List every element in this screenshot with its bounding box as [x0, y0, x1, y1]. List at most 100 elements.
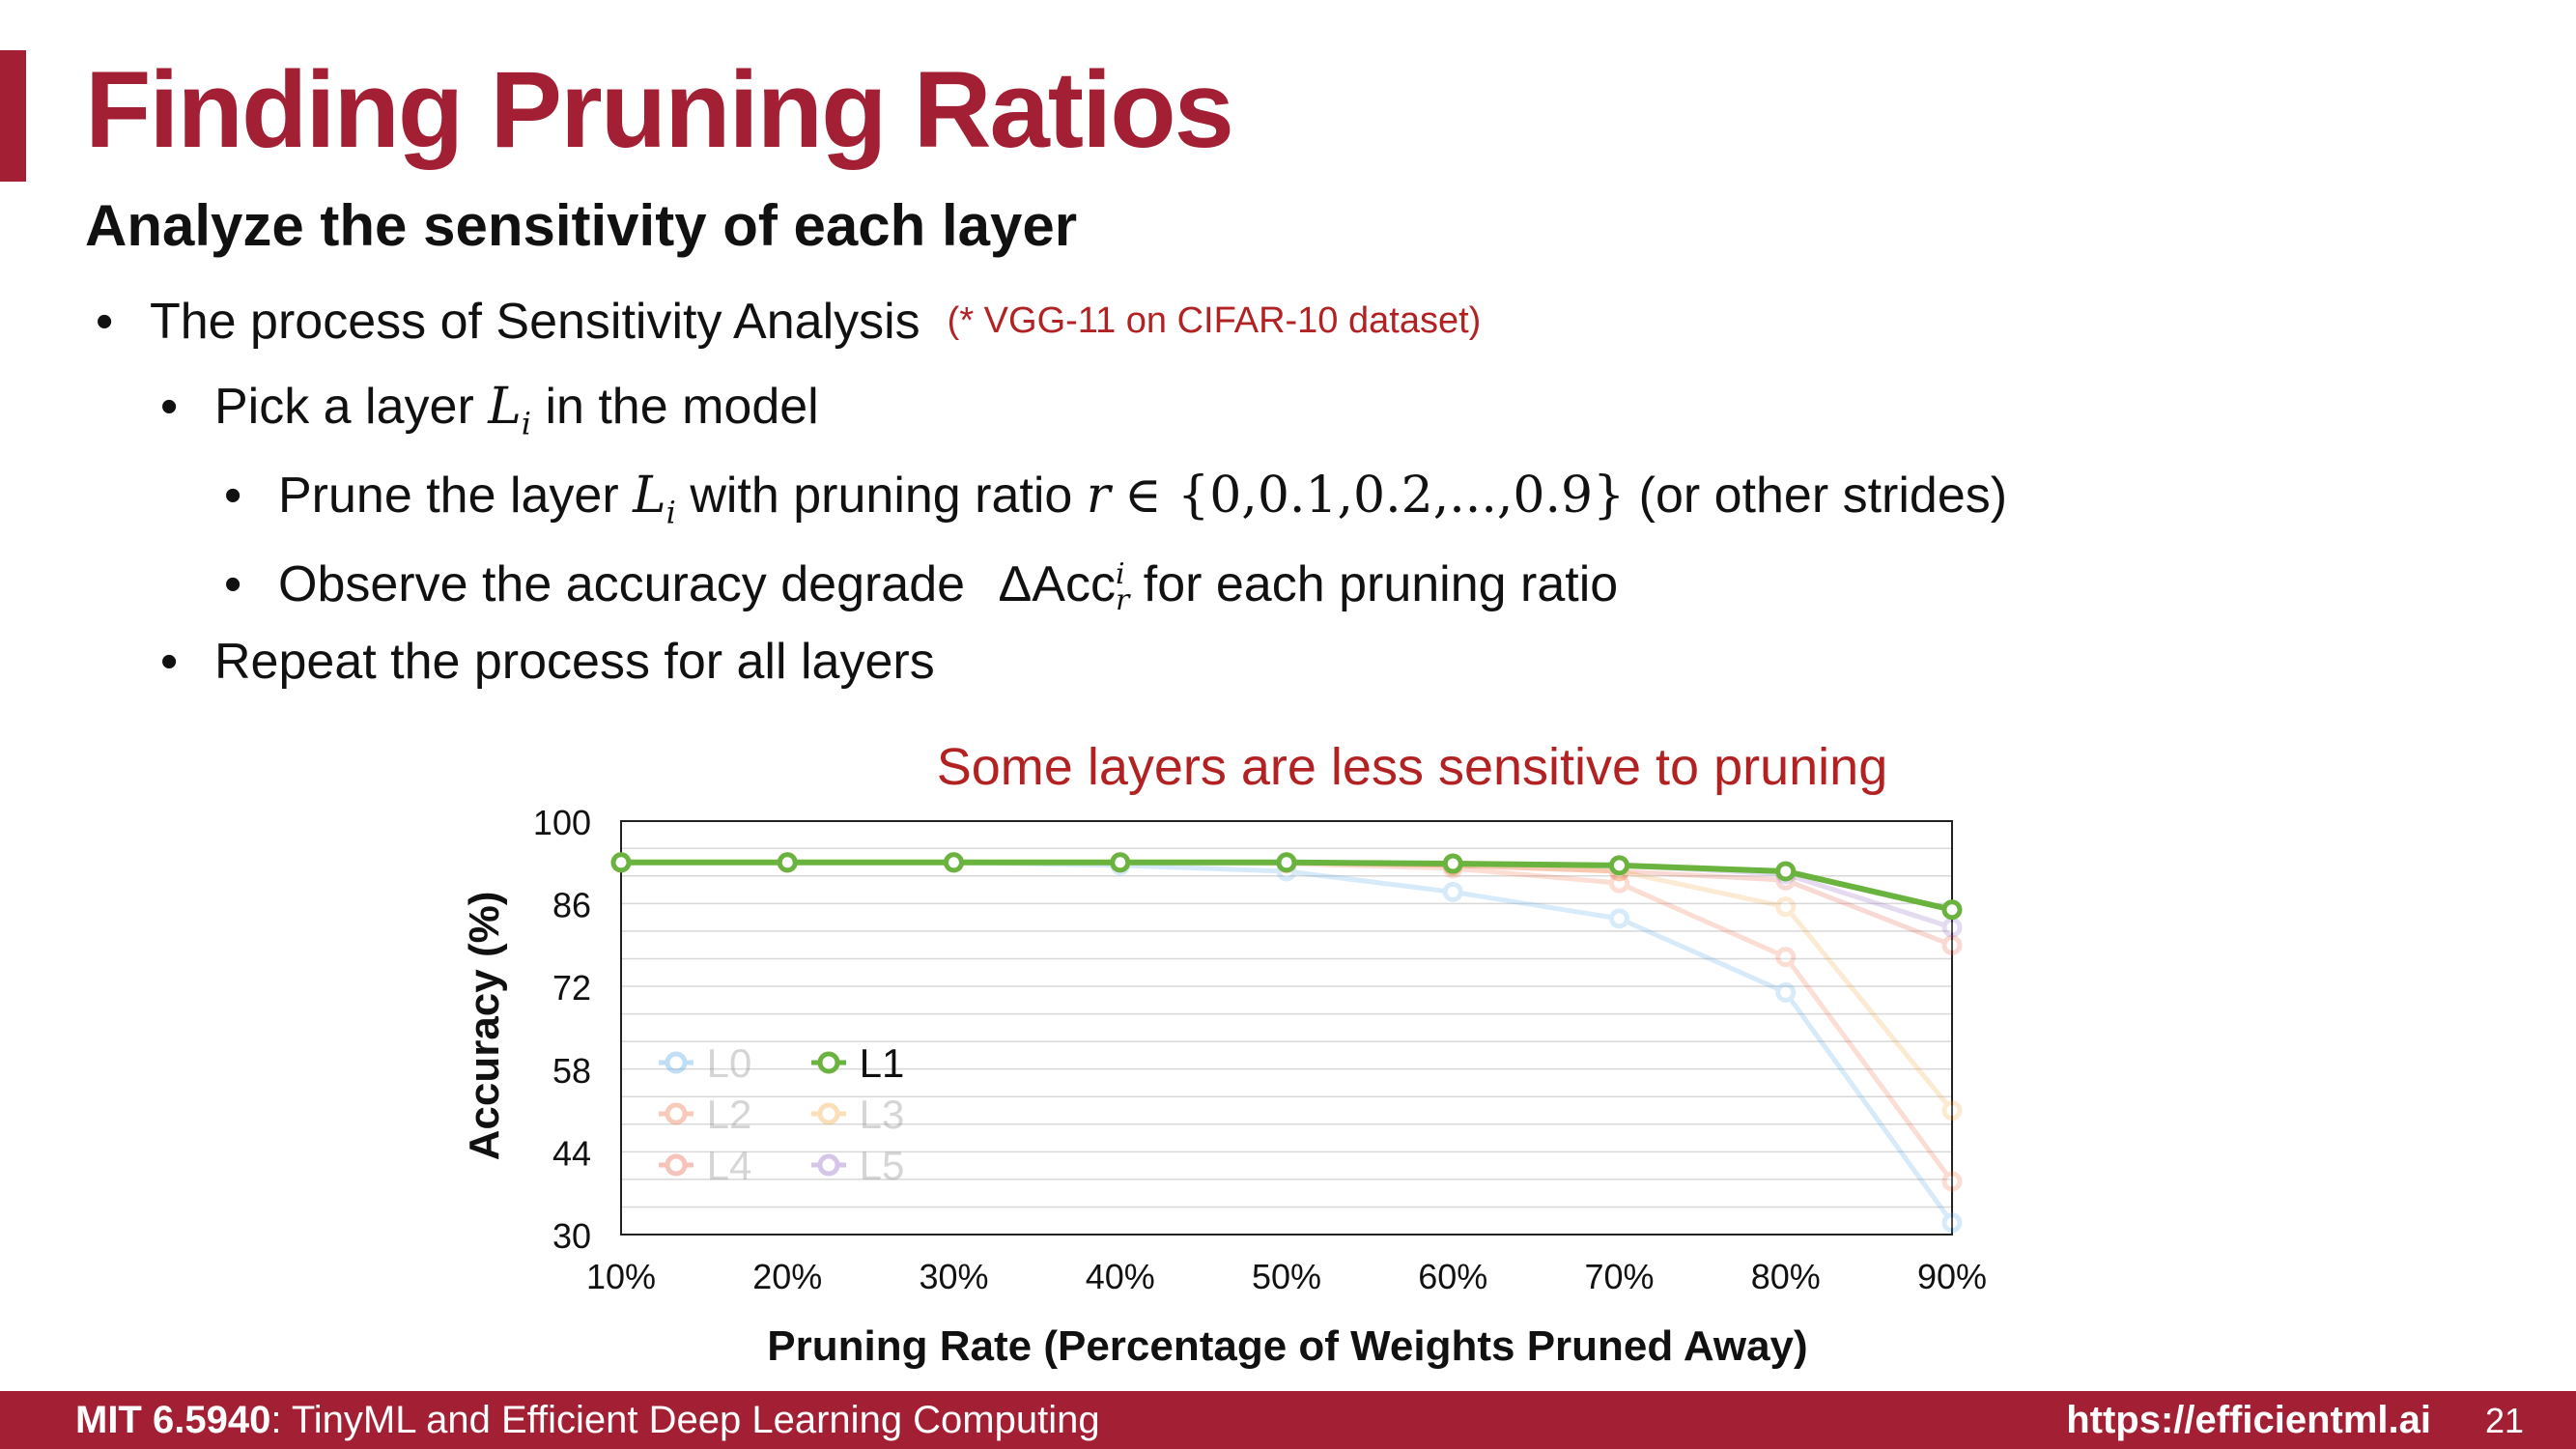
- y-tick-label: 44: [552, 1133, 591, 1173]
- layer-variable: L: [633, 467, 666, 525]
- legend-label: L4: [707, 1143, 752, 1188]
- series-l0: [610, 852, 1963, 1234]
- series-l2: [610, 852, 1963, 1192]
- course-code: MIT 6.5940: [75, 1399, 271, 1441]
- title-accent-bar: [0, 50, 26, 182]
- legend-entry-l4: L4: [659, 1143, 751, 1188]
- bullet-text: The process of Sensitivity Analysis: [150, 294, 920, 350]
- course-name: : TinyML and Efficient Deep Learning Com…: [270, 1399, 1100, 1441]
- bullet-text: with pruning ratio: [690, 468, 1073, 524]
- bullet-glyph: •: [224, 556, 242, 612]
- legend-label: L1: [860, 1040, 905, 1086]
- x-tick-label: 90%: [1917, 1257, 1987, 1296]
- data-point-l1: [610, 852, 632, 873]
- bullet-text: in the model: [545, 379, 819, 435]
- chart-gridlines: [621, 847, 1952, 1208]
- series-l1: [610, 852, 1963, 921]
- layer-variable: L: [488, 378, 522, 436]
- legend-label: L2: [707, 1092, 752, 1137]
- bullet-glyph: •: [224, 468, 242, 524]
- y-tick-label: 30: [552, 1216, 591, 1256]
- x-tick-label: 40%: [1086, 1257, 1155, 1296]
- slide-title: Finding Pruning Ratios: [85, 49, 1234, 170]
- bullet-prune-layer: • Prune the layer Li with pruning ratio …: [224, 466, 2008, 531]
- series-line-l2: [621, 860, 1955, 1183]
- bullet-text: for each pruning ratio: [1143, 556, 1619, 612]
- footer-bar: MIT 6.5940: TinyML and Efficient Deep Le…: [0, 1391, 2576, 1449]
- legend-entry-l0: L0: [659, 1040, 751, 1086]
- data-point-l0: [1775, 981, 1797, 1003]
- chart-area: Some layers are less sensitive to prunin…: [461, 738, 1987, 1370]
- legend-marker: [817, 1102, 840, 1125]
- x-tick-label: 20%: [752, 1257, 822, 1296]
- delta-acc-sup: i: [1115, 557, 1125, 592]
- footer-url-link[interactable]: https://efficientml.ai: [2066, 1399, 2431, 1441]
- footer-course: MIT 6.5940: TinyML and Efficient Deep Le…: [75, 1399, 1100, 1442]
- legend-label: L3: [860, 1092, 905, 1137]
- data-point-l1: [1941, 899, 1963, 921]
- y-tick-label: 72: [552, 968, 591, 1008]
- x-tick-label: 50%: [1252, 1257, 1321, 1296]
- chart-series: [610, 852, 1963, 1234]
- x-axis-label: Pruning Rate (Percentage of Weights Prun…: [767, 1322, 1807, 1370]
- x-tick-label: 80%: [1751, 1257, 1821, 1296]
- y-tick-label: 58: [552, 1051, 591, 1091]
- sensitivity-chart: Some layers are less sensitive to prunin…: [461, 738, 1987, 1370]
- data-point-l3: [1775, 896, 1797, 918]
- bullet-observe-degrade: • Observe the accuracy degrade ΔAcci r fo…: [224, 554, 1619, 615]
- x-tick-label: 70%: [1584, 1257, 1654, 1296]
- x-tick-label: 60%: [1418, 1257, 1487, 1296]
- bullet-pick-layer: • Pick a layer Li in the model: [160, 377, 819, 442]
- data-point-l1: [1276, 852, 1297, 873]
- legend-marker: [817, 1051, 840, 1074]
- y-tick-labels: 30 44 58 72 86 100: [533, 803, 591, 1256]
- bullet-text: (or other strides): [1638, 468, 2008, 524]
- data-point-l1: [944, 852, 964, 873]
- data-point-l2: [1941, 1171, 1963, 1192]
- data-point-l1: [1775, 861, 1797, 882]
- data-point-l0: [1941, 1212, 1963, 1234]
- plot-frame: [620, 820, 1953, 1236]
- ratio-variable: r: [1086, 467, 1111, 525]
- legend-entry-l3: L3: [811, 1092, 904, 1137]
- data-point-l1: [1609, 855, 1629, 876]
- bullet-text: Prune the layer: [278, 468, 619, 524]
- legend-label: L5: [860, 1143, 905, 1188]
- data-point-l3: [1941, 1100, 1963, 1122]
- data-point-l0: [1609, 908, 1629, 929]
- bullet-repeat: • Repeat the process for all layers: [160, 632, 935, 692]
- bullet-list: • The process of Sensitivity Analysis (* …: [96, 292, 2008, 692]
- data-point-l5: [1941, 917, 1963, 938]
- x-tick-label: 30%: [919, 1257, 988, 1296]
- legend-entry-l5: L5: [811, 1143, 904, 1188]
- legend-entry-l2: L2: [659, 1092, 751, 1137]
- layer-index: i: [665, 494, 676, 531]
- chart-title: Some layers are less sensitive to prunin…: [937, 738, 1887, 796]
- legend-label: L0: [707, 1040, 752, 1086]
- legend-marker: [665, 1051, 688, 1074]
- layer-index: i: [521, 405, 531, 442]
- y-tick-label: 86: [552, 886, 591, 925]
- x-tick-label: 10%: [586, 1257, 656, 1296]
- bullet-sensitivity-process: • The process of Sensitivity Analysis (* …: [96, 292, 1482, 352]
- ratio-set: ∈ {0,0.1,0.2,...,0.9}: [1124, 467, 1626, 525]
- legend-entry-l1: L1: [811, 1040, 904, 1086]
- chart-legend: L0 L1 L2 L3 L4 L5: [659, 1040, 904, 1188]
- data-point-l1: [1442, 853, 1463, 874]
- y-axis-label: Accuracy (%): [461, 892, 508, 1161]
- legend-marker: [817, 1153, 840, 1177]
- y-tick-label: 100: [533, 803, 591, 842]
- bullet-glyph: •: [96, 294, 114, 350]
- bullet-glyph: •: [160, 379, 179, 435]
- bullet-text: Observe the accuracy degrade: [278, 556, 966, 612]
- bullet-glyph: •: [160, 634, 179, 690]
- slide-subtitle: Analyze the sensitivity of each layer: [85, 193, 1078, 258]
- delta-acc: ΔAcc: [998, 556, 1116, 612]
- legend-marker: [665, 1153, 688, 1177]
- legend-marker: [665, 1102, 688, 1125]
- bullet-text: Repeat the process for all layers: [214, 634, 935, 690]
- dataset-note: (* VGG-11 on CIFAR-10 dataset): [947, 300, 1482, 341]
- page-number: 21: [2484, 1401, 2524, 1440]
- bullet-text: Pick a layer: [214, 379, 474, 435]
